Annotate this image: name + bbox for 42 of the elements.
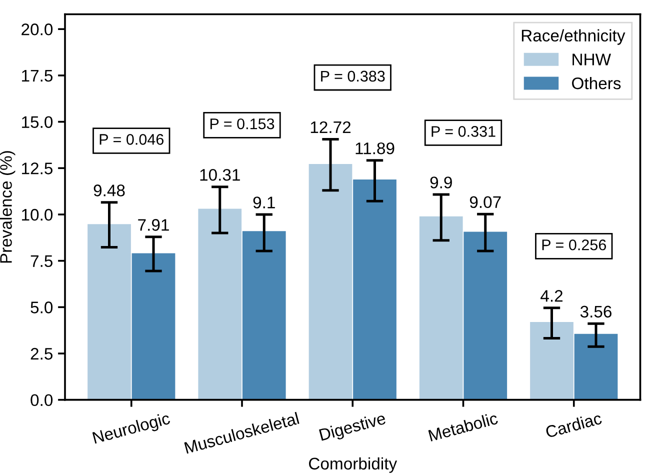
x-axis-title: Comorbidity — [309, 457, 398, 473]
data-label: 4.2 — [540, 290, 562, 302]
data-label: 11.89 — [356, 142, 394, 154]
data-label: 10.31 — [200, 168, 240, 181]
legend-label: NHW — [572, 54, 611, 66]
bar — [464, 232, 508, 400]
bar — [419, 216, 463, 400]
data-label: 9.07 — [470, 196, 501, 208]
data-label: 3.56 — [580, 306, 612, 318]
y-tick-label: 12.5 — [22, 162, 52, 174]
data-label: 9.9 — [430, 176, 452, 188]
data-label: 7.91 — [138, 219, 169, 231]
data-label: 12.72 — [310, 121, 351, 133]
bar — [132, 253, 176, 400]
y-tick-label: 20.0 — [22, 24, 53, 36]
x-tick-label: Metabolic — [428, 412, 498, 442]
y-tick-label: 15.0 — [22, 116, 53, 128]
bar — [88, 224, 131, 400]
y-tick-label: 2.5 — [30, 348, 52, 360]
data-label: 9.1 — [253, 196, 275, 208]
x-tick-label: Cardiac — [544, 412, 602, 438]
x-tick-label: Digestive — [318, 412, 388, 444]
legend-label: Others — [572, 77, 621, 90]
bar — [530, 322, 574, 400]
y-tick-label: 10.0 — [22, 208, 53, 221]
annotation: P = 0.046 — [100, 134, 164, 145]
y-tick-label: 17.5 — [22, 70, 52, 82]
bar — [574, 334, 618, 400]
data-label: 9.48 — [94, 184, 125, 196]
annotation: P = 0.383 — [321, 70, 385, 82]
annotation: P = 0.256 — [542, 239, 606, 250]
bar — [308, 164, 352, 400]
y-axis-title: Prevalence (%) — [0, 151, 16, 263]
y-tick-label: 5.0 — [30, 302, 53, 314]
annotation: P = 0.331 — [432, 126, 496, 137]
bar — [198, 208, 242, 400]
legend-title: Race/ethnicity — [522, 29, 626, 45]
annotation: P = 0.153 — [210, 118, 274, 130]
y-tick-label: 0.0 — [30, 394, 53, 406]
bar — [242, 231, 286, 400]
bar — [353, 179, 396, 400]
y-tick-label: 7.5 — [30, 255, 52, 268]
